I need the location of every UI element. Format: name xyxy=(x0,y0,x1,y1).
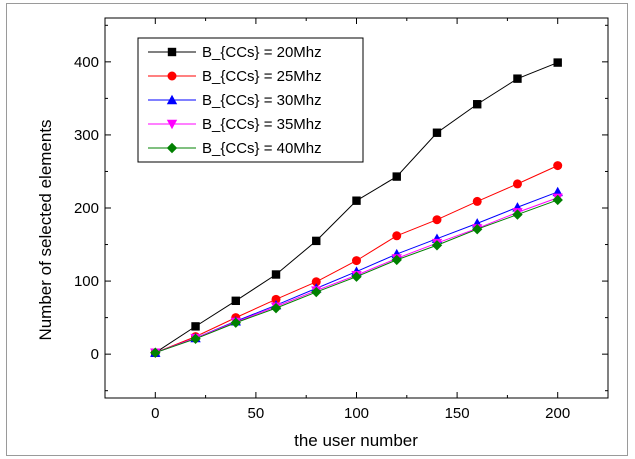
data-point-2 xyxy=(271,294,281,304)
data-point-5 xyxy=(391,254,402,266)
data-point-1 xyxy=(312,236,321,246)
data-point-2 xyxy=(432,215,442,225)
x-tick-label: 50 xyxy=(248,405,265,422)
legend-label-4: B_{CCs} = 35Mhz xyxy=(202,116,322,133)
legend-label-2: B_{CCs} = 25Mhz xyxy=(202,68,322,85)
data-point-1 xyxy=(271,270,281,279)
data-point-5 xyxy=(351,271,362,282)
data-point-5 xyxy=(311,286,322,298)
x-axis-label: the user number xyxy=(294,431,418,450)
data-point-2 xyxy=(472,196,482,206)
data-point-1 xyxy=(392,172,401,181)
y-tick-label: 300 xyxy=(74,127,99,144)
legend-marker-3 xyxy=(166,94,178,105)
data-point-5 xyxy=(512,209,523,220)
data-point-5 xyxy=(150,347,161,358)
data-point-5 xyxy=(431,240,443,251)
data-point-5 xyxy=(472,223,483,235)
data-point-1 xyxy=(473,100,482,109)
legend-label-5: B_{CCs} = 40Mhz xyxy=(202,140,322,157)
data-point-2 xyxy=(352,256,361,266)
data-point-2 xyxy=(311,277,321,287)
data-point-5 xyxy=(552,194,563,206)
data-point-1 xyxy=(191,322,200,331)
legend-marker-1 xyxy=(167,47,177,57)
y-tick-label: 0 xyxy=(91,346,99,363)
legend-marker-4 xyxy=(166,119,178,130)
data-point-1 xyxy=(352,196,361,205)
data-point-1 xyxy=(513,74,522,83)
data-point-2 xyxy=(512,179,522,189)
data-point-2 xyxy=(553,161,563,171)
data-point-5 xyxy=(190,333,201,345)
y-tick-label: 400 xyxy=(74,54,99,71)
legend-marker-2 xyxy=(167,71,177,81)
data-point-2 xyxy=(392,231,402,241)
y-tick-label: 100 xyxy=(74,273,99,290)
x-tick-label: 200 xyxy=(545,405,570,422)
data-point-5 xyxy=(270,302,282,314)
x-tick-label: 100 xyxy=(344,405,369,422)
data-point-5 xyxy=(230,317,241,328)
y-tick-label: 200 xyxy=(74,200,99,217)
data-point-1 xyxy=(231,296,240,306)
y-axis-label: Number of selected elements xyxy=(36,119,55,340)
data-point-1 xyxy=(432,128,442,137)
x-tick-label: 150 xyxy=(445,405,470,422)
legend-label-3: B_{CCs} = 30Mhz xyxy=(202,92,322,109)
data-point-1 xyxy=(553,58,562,67)
legend-label-1: B_{CCs} = 20Mhz xyxy=(202,44,322,61)
x-tick-label: 0 xyxy=(151,405,159,422)
legend-marker-5 xyxy=(166,142,178,154)
